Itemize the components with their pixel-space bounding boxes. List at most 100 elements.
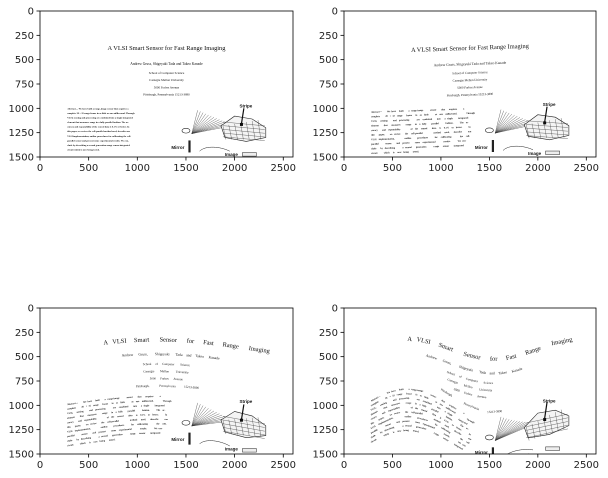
abstract-word: this: [371, 135, 375, 137]
doc-address-word: Avenue: [477, 394, 487, 399]
abstract-word: integrated: [453, 443, 464, 451]
object-mesh: [220, 115, 267, 142]
doc-address-word: of: [155, 362, 159, 366]
y-tick-label: 500: [319, 55, 338, 66]
abstract-word: 32: [392, 115, 395, 117]
x-tick-label: 2500: [271, 460, 296, 471]
abstract-word: curacy: [371, 416, 379, 421]
abstract-word: procedures: [113, 425, 124, 428]
doc-address-line: Pittsburgh, Pennsylvania 15213-3890: [143, 93, 190, 98]
stripe-marker: [544, 402, 548, 419]
abstract-word: experimental: [422, 423, 435, 429]
abstract-word: acquires: [145, 395, 153, 398]
panel-top-left: A VLSI Smart Sensor for Fast Range Imagi…: [9, 7, 296, 175]
abstract-word: into: [436, 407, 441, 411]
abstract-word: built: [399, 111, 404, 113]
abstract-word: element: [67, 417, 75, 420]
abstract-word: our: [468, 131, 472, 133]
projection-line: [495, 416, 502, 441]
y-tick-label: 0: [332, 304, 338, 315]
abstract-word: as: [435, 114, 437, 116]
abstract-word: sensing: [76, 410, 84, 414]
projection-line: [495, 117, 521, 134]
abstract-word: sensor: [443, 146, 449, 148]
abstract-word: method: [433, 419, 441, 425]
projection-line: [495, 121, 531, 134]
y-tick-label: 750: [15, 80, 34, 91]
abstract-word: sensor: [385, 143, 391, 145]
abstract-word: calibrating: [440, 426, 452, 434]
x-tick-label: 1000: [125, 460, 150, 471]
doc-address-line: School of Computer Science: [452, 70, 488, 75]
abstract-word: sensor: [442, 437, 448, 442]
label-stripe: Stripe: [543, 102, 556, 107]
abstract-word: that: [384, 125, 388, 127]
abstract-word: fashion.: [142, 410, 150, 412]
x-tick-label: 1500: [173, 460, 198, 471]
y-tick-label: 1500: [9, 153, 34, 164]
abstract-word: as: [131, 401, 133, 403]
abstract-word: 28: [385, 116, 388, 118]
stripe-marker: [240, 404, 245, 420]
panel-top-right: A VLSI Smart Sensor for Fast Range Imagi…: [313, 7, 599, 175]
abstract-word: describing: [81, 436, 92, 440]
doc-address-word: Pennsylvania: [463, 401, 480, 411]
abstract-word: cell-parallel: [107, 421, 119, 424]
abstract-word: little: [424, 396, 429, 399]
abstract-word: the: [415, 128, 418, 130]
abstract-word: procedures: [417, 137, 428, 139]
abstract-word: fashion.: [446, 123, 454, 125]
doc-address-line: 5000 Forbes Avenue: [457, 85, 483, 90]
abstract-word: ac-: [466, 122, 469, 124]
abstract-word: fully: [422, 405, 428, 409]
doc-author-word: Gruss,: [138, 352, 148, 357]
abstract-line: complete 28 × 32 range frame in as littl…: [67, 112, 135, 115]
doc-address-word: Computer: [465, 377, 478, 384]
y-tick-label: 500: [15, 55, 34, 66]
projection-line: [191, 402, 198, 426]
y-tick-label: 250: [15, 31, 34, 42]
abstract-word: used,: [141, 419, 147, 421]
y-tick-label: 1250: [9, 128, 34, 139]
abstract-word: ac-: [162, 410, 165, 412]
y-tick-label: 1000: [313, 401, 338, 412]
y-tick-label: 1000: [313, 104, 338, 115]
doc-address-line: Carnegie Mellon University: [149, 78, 184, 82]
abstract-word: range: [433, 145, 439, 148]
abstract-word: outline: [405, 138, 412, 140]
abstract-word: integrated: [150, 432, 161, 435]
abstract-line: this paper, we review the cell-parallel …: [67, 131, 130, 133]
projection-line: [191, 111, 201, 134]
label-image: Image: [225, 447, 239, 452]
abstract-word: In: [469, 127, 472, 129]
projection-line: [191, 118, 217, 134]
abstract-word: element: [371, 125, 379, 127]
abstract-word: sensed: [421, 409, 428, 413]
abstract-word: some: [415, 421, 420, 424]
doc-authors: Andrew Gruss, Shigeyuki Tada and Takeo K…: [434, 61, 507, 69]
label-stripe: Stripe: [543, 399, 556, 404]
abstract-word: describing: [384, 426, 395, 433]
doc-address-word: of: [459, 374, 464, 379]
doc-address-word: Science: [483, 381, 493, 385]
abstract-word: better.: [455, 427, 462, 432]
abstract-word: frame: [406, 393, 412, 395]
abstract-word: results.: [443, 433, 450, 439]
x-tick-label: 0: [37, 460, 43, 471]
abstract-word: built: [399, 389, 404, 392]
abstract-word: a: [402, 147, 404, 149]
abstract-word: sensing: [380, 401, 389, 407]
abstract-word: parallel: [128, 410, 136, 412]
abstract-word: clude: [371, 148, 376, 150]
abstract-word: a: [419, 404, 422, 407]
doc-address-word: 15213-3890: [184, 385, 200, 390]
doc-address-line: 5000 Forbes Avenue: [154, 85, 180, 89]
abstract-word: and: [393, 399, 398, 402]
abstract-word: millisecond.: [142, 401, 154, 403]
sensor-figure: Stripe Mirror Image: [475, 102, 570, 156]
doc-author-word: Kanade: [511, 367, 523, 374]
abstract-word: range-image: [411, 388, 424, 393]
abstract-word: cell-: [466, 136, 470, 138]
abstract-word: In: [468, 434, 471, 437]
abstract-word: repeatability: [388, 129, 401, 131]
